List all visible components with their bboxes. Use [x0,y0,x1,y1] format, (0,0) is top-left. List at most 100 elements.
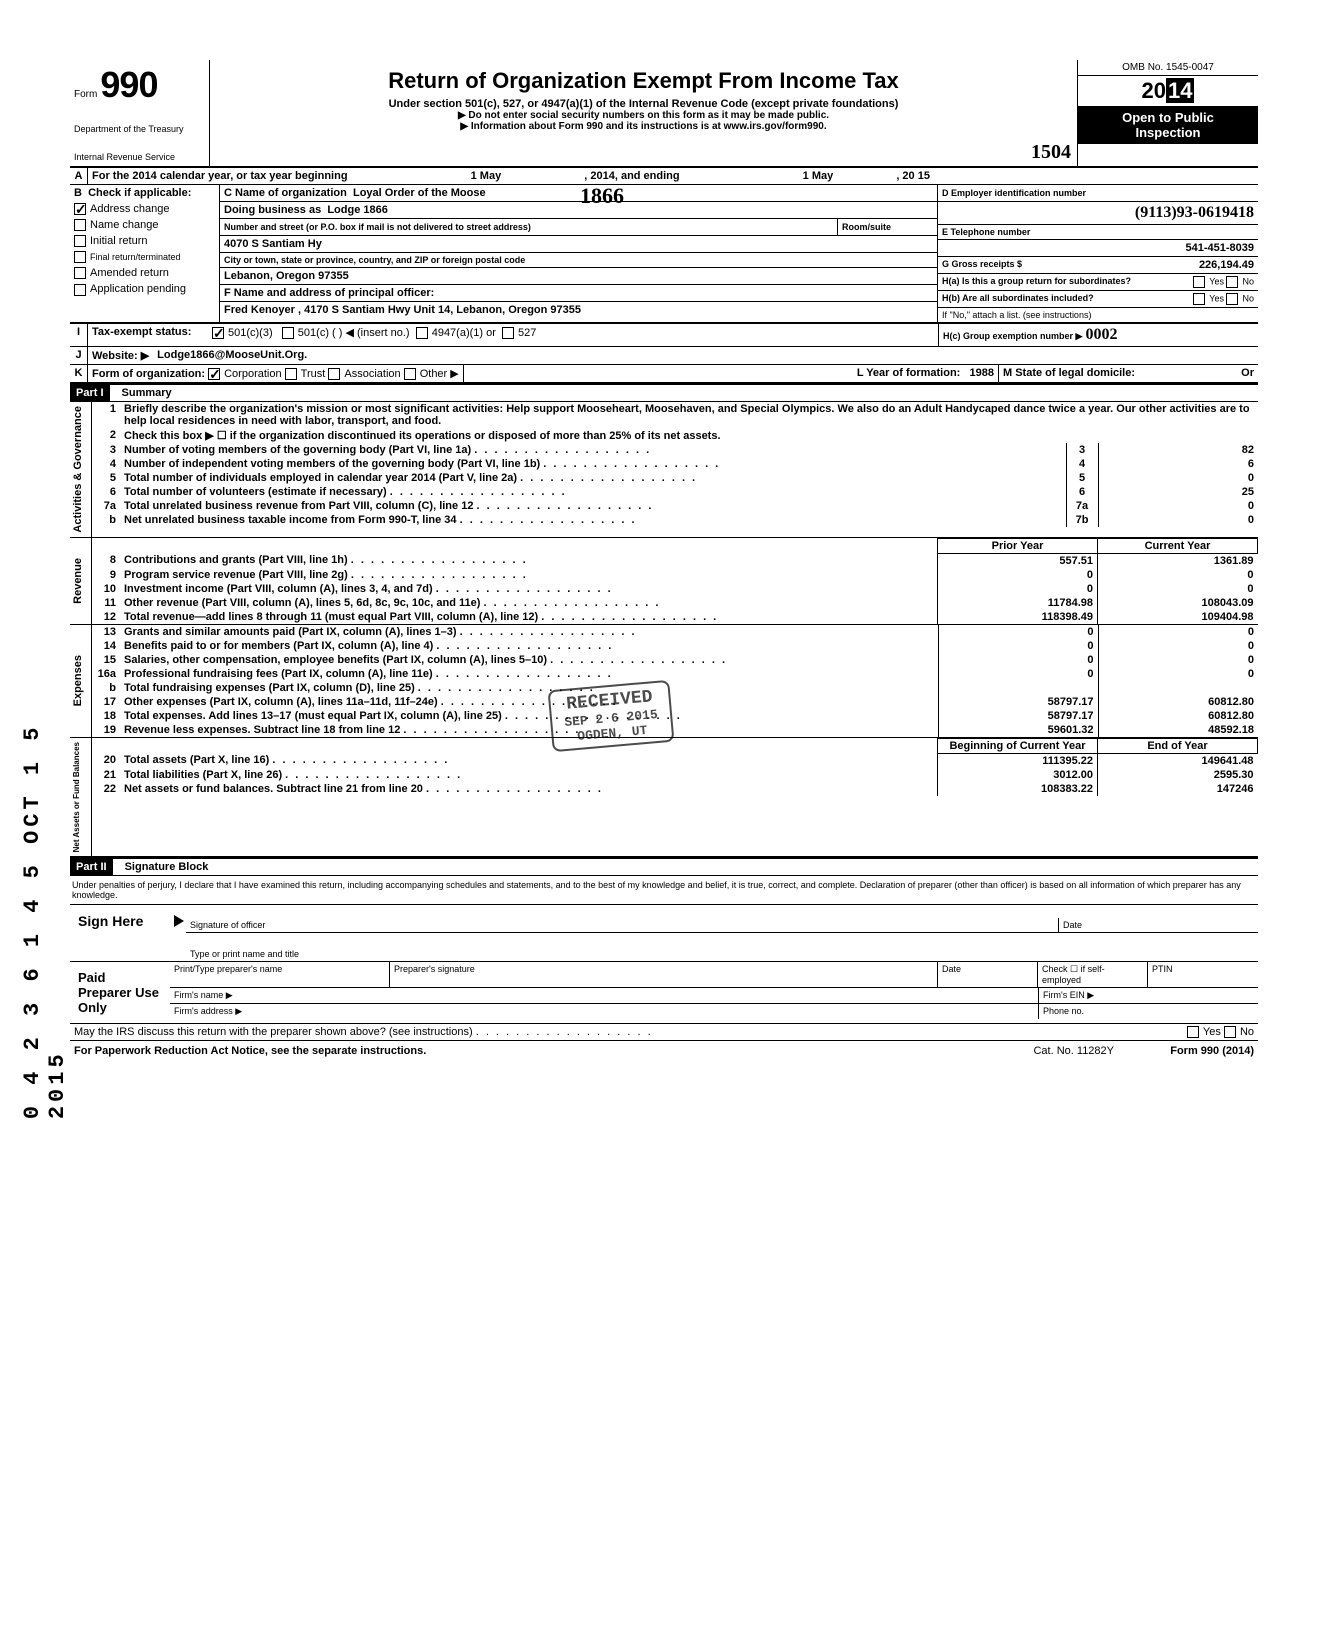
table-row: 8Contributions and grants (Part VIII, li… [92,553,1258,568]
l-value: 1988 [970,367,994,379]
k-assoc: Association [344,368,400,380]
sign-here-label: Sign Here [70,905,170,961]
cb-hb-yes[interactable] [1193,293,1205,305]
cb-527[interactable] [502,327,514,339]
line-ij: I Tax-exempt status: 501(c)(3) 501(c) ( … [70,324,1258,347]
cb-trust[interactable] [285,368,297,380]
i-label: Tax-exempt status: [88,324,208,346]
cb-final-return[interactable] [74,251,86,263]
irs: Internal Revenue Service [74,152,205,162]
hb-yes: Yes [1209,293,1224,303]
part1-title: Summary [122,387,172,399]
line-a-end2: , 20 [896,170,914,182]
cb-501c[interactable] [282,327,294,339]
e-label: E Telephone number [938,225,1258,239]
year-suffix: 14 [1166,78,1194,103]
handwrite-1504: 1504 [1031,141,1071,164]
letter-k: K [70,365,88,382]
cb-ha-no[interactable] [1226,276,1238,288]
hb-no: No [1242,293,1254,303]
l-label: L Year of formation: [857,367,961,379]
letter-i: I [70,324,88,346]
table-row: 3Number of voting members of the governi… [92,443,1258,457]
line-a-end: 1 May [803,170,834,182]
table-row: 16aProfessional fundraising fees (Part I… [92,667,1258,681]
cat-no: Cat. No. 11282Y [1029,1043,1118,1059]
form-footer: Form 990 (2014) [1118,1043,1258,1059]
k-corp: Corporation [224,368,281,380]
table-row: 5Total number of individuals employed in… [92,471,1258,485]
cb-address-change[interactable] [74,203,86,215]
table-row: 10Investment income (Part VIII, column (… [92,582,1258,596]
ha-label: H(a) Is this a group return for subordin… [942,276,1131,286]
omb-number: OMB No. 1545-0047 [1078,60,1258,76]
letter-j: J [70,347,88,364]
begin-year-hdr: Beginning of Current Year [938,738,1098,753]
received-stamp: RECEIVED SEP 2 6 2015 OGDEN, UT [548,679,675,751]
table-row: 9Program service revenue (Part VIII, lin… [92,568,1258,582]
table-row: bNet unrelated business taxable income f… [92,513,1258,527]
i-opt1: 501(c)(3) [228,327,273,339]
table-row: bTotal fundraising expenses (Part IX, co… [92,681,1258,695]
line1-label: Briefly describe the organization's miss… [124,403,503,415]
sidebar-revenue: Revenue [70,554,86,608]
revenue-block: Revenue Prior Year Current Year 8Contrib… [70,538,1258,625]
lbl-final-return: Final return/terminated [90,252,181,262]
cb-ha-yes[interactable] [1193,276,1205,288]
sidebar-net: Net Assets or Fund Balances [70,738,83,856]
footer-row: For Paperwork Reduction Act Notice, see … [70,1041,1258,1059]
cb-app-pending[interactable] [74,284,86,296]
cb-hb-no[interactable] [1226,293,1238,305]
i-opt3: 4947(a)(1) or [432,327,496,339]
c-name-label: C Name of organization [224,187,347,199]
cb-501c3[interactable] [212,327,224,339]
f-label: F Name and address of principal officer: [224,287,434,299]
perjury-text: Under penalties of perjury, I declare th… [70,876,1258,905]
cb-4947[interactable] [416,327,428,339]
cb-amended-return[interactable] [74,267,86,279]
table-row: 22Net assets or fund balances. Subtract … [92,782,1258,796]
print-name-label: Type or print name and title [186,933,1258,961]
cb-other[interactable] [404,368,416,380]
netassets-block: Net Assets or Fund Balances Beginning of… [70,738,1258,858]
part2-header: Part II Signature Block [70,858,1258,876]
k-other: Other ▶ [420,368,459,380]
expenses-block: Expenses 13Grants and similar amounts pa… [70,625,1258,738]
current-year-hdr: Current Year [1098,538,1258,553]
prep-sig-label: Preparer's signature [390,962,938,987]
firm-ein-label: Firm's EIN ▶ [1038,988,1258,1003]
lbl-name-change: Name change [90,219,159,231]
hb-note: If "No," attach a list. (see instruction… [938,308,1258,322]
open-public: Open to Public Inspection [1078,106,1258,144]
ha-no: No [1242,276,1254,286]
line-klm: K Form of organization: Corporation Trus… [70,365,1258,384]
entity-block: B Check if applicable: Address change Na… [70,185,1258,324]
cb-corp[interactable] [208,368,220,380]
part2-title: Signature Block [125,861,209,873]
i-opt2: 501(c) ( [298,327,336,339]
line-a-endyear: 15 [918,170,930,182]
table-row: 7aTotal unrelated business revenue from … [92,499,1258,513]
cb-name-change[interactable] [74,219,86,231]
sidebar-governance: Activities & Governance [70,402,86,537]
paid-label: Paid Preparer Use Only [70,962,170,1023]
cb-irs-yes[interactable] [1187,1026,1199,1038]
inspection-label: Inspection [1082,125,1254,140]
tax-year: 2014 [1078,76,1258,106]
table-row: 18Total expenses. Add lines 13–17 (must … [92,709,1258,723]
table-row: 15Salaries, other compensation, employee… [92,653,1258,667]
i-opt2b: ) ◀ (insert no.) [339,327,410,339]
m-label: M State of legal domicile: [1003,367,1135,379]
form-note1: ▶ Do not enter social security numbers o… [218,110,1069,121]
cb-assoc[interactable] [328,368,340,380]
check-if-label: Check ☐ if self-employed [1038,962,1148,987]
j-label: Website: ▶ [88,347,153,364]
arrow-icon [174,915,184,927]
letter-a: A [70,168,88,184]
may-irs-row: May the IRS discuss this return with the… [70,1024,1258,1041]
cb-irs-no[interactable] [1224,1026,1236,1038]
cb-initial-return[interactable] [74,235,86,247]
table-row: 19Revenue less expenses. Subtract line 1… [92,723,1258,737]
dept: Department of the Treasury [74,124,205,134]
sig-date-label: Date [1058,918,1258,932]
